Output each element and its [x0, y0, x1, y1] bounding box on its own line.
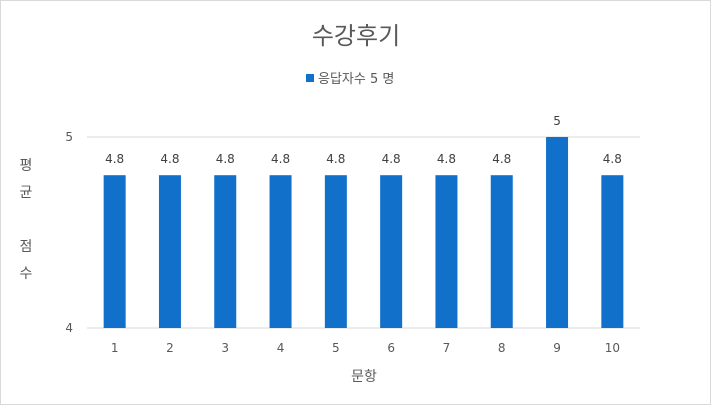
- y-axis-title-char: 수: [20, 266, 33, 282]
- x-tick-label: 5: [332, 341, 340, 355]
- data-label: 4.8: [271, 152, 290, 166]
- chart-title: 수강후기: [312, 22, 400, 50]
- x-tick-label: 2: [166, 341, 174, 355]
- bar: [324, 175, 347, 328]
- bar: [380, 175, 403, 328]
- bar: [435, 175, 458, 328]
- x-tick-label: 7: [443, 341, 451, 355]
- y-tick-label: 4: [65, 321, 73, 335]
- data-label: 4.8: [216, 152, 235, 166]
- bar: [214, 175, 237, 328]
- x-tick-label: 8: [498, 341, 506, 355]
- y-axis-title-char: 평: [20, 158, 33, 174]
- bar: [490, 175, 513, 328]
- legend-swatch: [306, 74, 314, 82]
- legend: 응답자수 5 명: [306, 72, 394, 87]
- x-axis-title: 문항: [351, 369, 377, 385]
- bar: [269, 175, 292, 328]
- data-label: 4.8: [437, 152, 456, 166]
- x-tick-label: 1: [111, 341, 119, 355]
- bar: [158, 175, 181, 328]
- x-tick-label: 3: [221, 341, 229, 355]
- y-axis-title-char: 균: [20, 185, 33, 201]
- bar: [601, 175, 624, 328]
- data-label: 4.8: [105, 152, 124, 166]
- data-label: 4.8: [603, 152, 622, 166]
- data-label: 4.8: [492, 152, 511, 166]
- x-tick-label: 9: [553, 341, 561, 355]
- legend-label: 응답자수 5 명: [318, 72, 394, 87]
- data-label: 5: [553, 114, 561, 128]
- y-axis-title-char: 점: [20, 239, 33, 255]
- data-label: 4.8: [382, 152, 401, 166]
- x-tick-label: 10: [605, 341, 620, 355]
- data-label: 4.8: [160, 152, 179, 166]
- x-tick-label: 4: [277, 341, 285, 355]
- data-label: 4.8: [326, 152, 345, 166]
- x-tick-label: 6: [387, 341, 395, 355]
- y-tick-label: 5: [65, 130, 73, 144]
- bar: [546, 137, 569, 328]
- bar: [103, 175, 126, 328]
